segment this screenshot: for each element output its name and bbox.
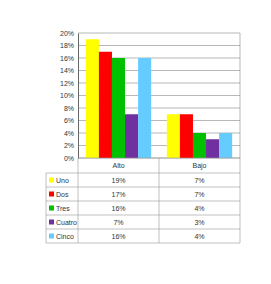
bar xyxy=(86,39,99,158)
table-value: 3% xyxy=(194,219,204,226)
table-value: 4% xyxy=(194,205,204,212)
table-value: 7% xyxy=(113,219,123,226)
tick: 14% xyxy=(60,67,78,74)
table-value: 7% xyxy=(194,177,204,184)
tick: 6% xyxy=(64,117,78,124)
tick: 12% xyxy=(60,80,78,87)
data-table: Alto Bajo Uno 19% 7% Dos 17% 7% Tres 16% 4% Cuatro 7… xyxy=(46,158,240,243)
tick-label: 0% xyxy=(64,155,74,162)
table-value: 4% xyxy=(194,233,204,240)
legend-swatch xyxy=(49,234,54,239)
legend-swatch xyxy=(49,178,54,183)
table-line xyxy=(46,215,240,216)
chart: 0% 2% 4% 6% 8% 10% 12% 14% 16% 18% 20% Alto Bajo Uno 1… xyxy=(0,0,271,284)
frame xyxy=(240,33,241,158)
tick: 8% xyxy=(64,105,78,112)
legend-swatch xyxy=(49,206,54,211)
legend-entry: Cuatro xyxy=(56,219,77,226)
table-line xyxy=(46,187,240,188)
tick: 2% xyxy=(64,142,78,149)
tick-label: 8% xyxy=(64,105,74,112)
tick-label: 6% xyxy=(64,117,74,124)
bar xyxy=(193,133,206,158)
category-label: Alto xyxy=(112,162,124,169)
table-line xyxy=(240,158,241,243)
tick-label: 10% xyxy=(60,92,74,99)
tick-label: 16% xyxy=(60,55,74,62)
bar xyxy=(138,58,151,158)
tick-label: 18% xyxy=(60,42,74,49)
table-value: 16% xyxy=(111,233,125,240)
bar xyxy=(99,52,112,158)
legend-swatch xyxy=(49,192,54,197)
legend-entry: Dos xyxy=(56,191,69,198)
table-line xyxy=(78,158,79,243)
bar xyxy=(112,58,125,158)
category-label: Bajo xyxy=(192,162,206,170)
bar xyxy=(167,114,180,158)
tick-label: 14% xyxy=(60,67,74,74)
legend-entry: Tres xyxy=(56,205,70,212)
table-value: 19% xyxy=(111,177,125,184)
tick: 16% xyxy=(60,55,78,62)
table-line xyxy=(46,229,240,230)
table-line xyxy=(46,201,240,202)
y-axis: 0% 2% 4% 6% 8% 10% 12% 14% 16% 18% 20% xyxy=(60,30,79,162)
grid-line xyxy=(78,45,240,46)
table-value: 16% xyxy=(111,205,125,212)
tick: 10% xyxy=(60,92,78,99)
legend-entry: Uno xyxy=(56,177,69,184)
tick: 18% xyxy=(60,42,78,49)
tick-label: 2% xyxy=(64,142,74,149)
table-value: 17% xyxy=(111,191,125,198)
bar xyxy=(206,139,219,158)
tick: 4% xyxy=(64,130,78,137)
tick: 0% xyxy=(64,155,78,162)
axis-line xyxy=(78,34,79,159)
table-line xyxy=(46,173,47,243)
table-value: 7% xyxy=(194,191,204,198)
tick-label: 20% xyxy=(60,30,74,37)
legend-swatch xyxy=(49,220,54,225)
grid-line xyxy=(78,33,240,34)
legend-entry: Cinco xyxy=(56,233,74,240)
bars xyxy=(86,39,232,158)
bar xyxy=(125,114,138,158)
tick-label: 4% xyxy=(64,130,74,137)
table-line xyxy=(159,158,160,243)
grid xyxy=(78,33,240,158)
tick: 20% xyxy=(60,30,78,37)
table-line xyxy=(46,243,240,244)
tick-label: 12% xyxy=(60,80,74,87)
bar xyxy=(219,133,232,158)
bar xyxy=(180,114,193,158)
table-line xyxy=(46,173,240,174)
